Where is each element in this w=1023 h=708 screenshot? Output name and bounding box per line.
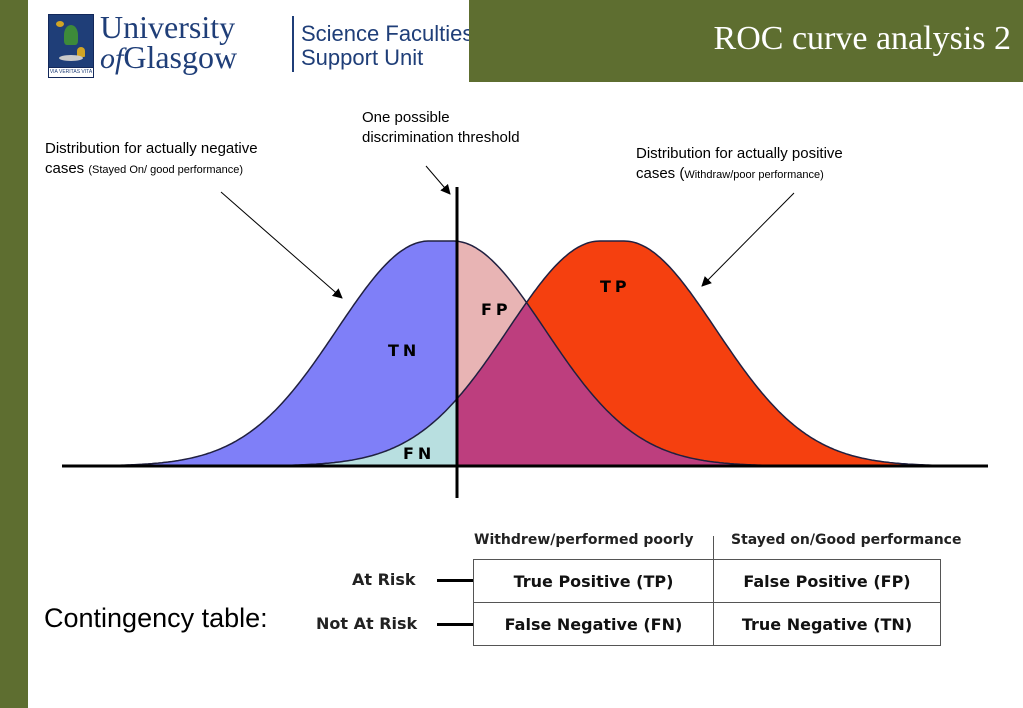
slide-title: ROC curve analysis 2	[713, 20, 1011, 57]
crest-tree-icon	[64, 25, 78, 45]
true-negative-region	[90, 241, 457, 466]
logo-divider	[292, 16, 294, 72]
negative-distribution-label: Distribution for actually negative cases…	[45, 140, 258, 177]
university-logo: VIA VERITAS VITA University ofGlasgow Sc…	[48, 9, 473, 80]
crest-bird-icon	[56, 21, 64, 27]
false-negative-region	[250, 398, 457, 466]
university-name: University ofGlasgow	[100, 9, 238, 75]
positive-distribution-label: Distribution for actually positive cases…	[636, 145, 843, 182]
crest-bell-icon	[77, 47, 85, 57]
unit-name: Science Faculties Support Unit	[301, 21, 474, 70]
positive-distribution-curve	[250, 240, 980, 467]
fp-region-label: FP	[481, 300, 512, 319]
fn-region-label: FN	[403, 444, 435, 463]
tn-region-label: TN	[388, 341, 420, 360]
column-header-withdrew: Withdrew/performed poorly	[474, 532, 694, 548]
row-label-at-risk: At Risk	[352, 570, 416, 589]
cell-false-positive: False Positive (FP)	[743, 571, 911, 591]
contingency-table: True Positive (TP) False Positive (FP) F…	[473, 559, 941, 646]
column-header-stayed: Stayed on/Good performance	[731, 532, 962, 548]
cell-true-positive: True Positive (TP)	[513, 571, 674, 591]
crest-fish-icon	[59, 55, 83, 61]
contingency-caption: Contingency table:	[44, 603, 268, 633]
row-connector-at-risk	[437, 579, 473, 582]
column-header-divider	[713, 536, 714, 560]
positive-arrow	[701, 192, 795, 287]
crest-motto: VIA VERITAS VITA	[49, 69, 93, 75]
threshold-arrow	[425, 165, 451, 195]
university-crest-icon: VIA VERITAS VITA	[48, 14, 94, 78]
row-label-not-at-risk: Not At Risk	[316, 614, 418, 633]
title-bar: ROC curve analysis 2	[469, 0, 1023, 82]
negative-distribution-curve	[90, 240, 800, 467]
threshold-label: One possible discrimination threshold	[362, 109, 520, 146]
left-accent-bar	[0, 0, 28, 708]
tp-region-label: TP	[600, 277, 631, 296]
cell-false-negative: False Negative (FN)	[504, 614, 683, 634]
cell-true-negative: True Negative (TN)	[741, 614, 913, 634]
negative-arrow	[220, 191, 343, 299]
row-connector-not-at-risk	[437, 623, 473, 626]
